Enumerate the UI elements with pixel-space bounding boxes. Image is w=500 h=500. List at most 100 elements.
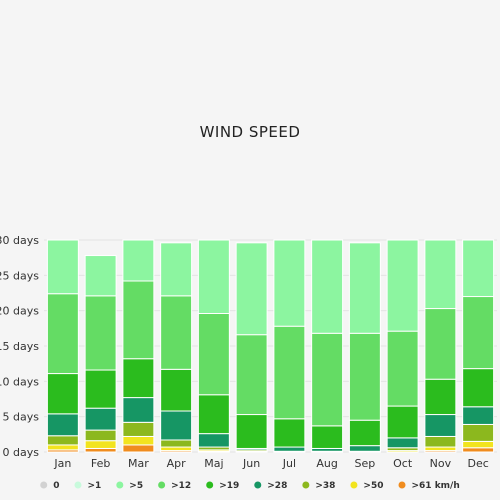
bar-segment bbox=[197, 239, 230, 314]
bar-segment bbox=[197, 433, 230, 448]
legend-swatch bbox=[40, 481, 48, 489]
grid-lines bbox=[44, 239, 497, 453]
bar-segment bbox=[348, 419, 381, 447]
bar-stacks bbox=[46, 239, 495, 453]
legend-swatch bbox=[116, 481, 124, 489]
bar-segment bbox=[122, 358, 155, 399]
bar-segment bbox=[311, 425, 344, 449]
bar-segment bbox=[386, 437, 419, 449]
bar-segment bbox=[348, 445, 381, 452]
x-tick-label: Oct bbox=[393, 457, 413, 470]
bar-segment bbox=[84, 295, 117, 371]
legend-item[interactable]: >28 bbox=[254, 481, 287, 491]
bar-segment bbox=[122, 397, 155, 423]
x-tick-label: Maj bbox=[204, 457, 223, 470]
y-axis-ticks: 0 days 5 days 10 days 15 days 20 days 25 days… bbox=[0, 234, 39, 459]
bar-segment bbox=[235, 334, 268, 416]
bar-segment bbox=[462, 368, 495, 408]
bar-segment bbox=[46, 444, 79, 451]
bar-segment bbox=[386, 239, 419, 332]
bar-segment bbox=[424, 414, 457, 437]
bar-stack-oct bbox=[386, 239, 419, 453]
x-tick-label: Aug bbox=[316, 457, 337, 470]
legend-item[interactable]: >19 bbox=[206, 481, 239, 491]
bar-stack-aug bbox=[311, 239, 344, 453]
legend-swatch bbox=[302, 481, 310, 489]
bar-segment bbox=[122, 280, 155, 360]
x-tick-label: Dec bbox=[467, 457, 488, 470]
y-tick-label: 15 days bbox=[0, 340, 39, 353]
legend: 0 >1 >5 >12 >19 >28 >38 >50 >61 km/h bbox=[40, 481, 460, 491]
bar-stack-mar bbox=[122, 239, 155, 453]
bar-segment bbox=[160, 410, 193, 441]
bar-segment bbox=[424, 239, 457, 310]
bar-stack-maj bbox=[197, 239, 230, 453]
bar-segment bbox=[273, 239, 306, 327]
y-tick-label: 10 days bbox=[0, 375, 39, 388]
legend-item[interactable]: >12 bbox=[158, 481, 191, 491]
legend-label: >1 bbox=[87, 481, 101, 491]
bar-segment bbox=[386, 405, 419, 439]
bar-segment bbox=[160, 242, 193, 297]
y-tick-label: 0 days bbox=[3, 446, 40, 459]
legend-label: >38 bbox=[315, 481, 335, 491]
bar-segment bbox=[273, 418, 306, 448]
bar-segment bbox=[160, 295, 193, 370]
legend-item[interactable]: >1 bbox=[74, 481, 101, 491]
legend-label: >5 bbox=[129, 481, 143, 491]
bar-segment bbox=[46, 373, 79, 415]
bar-segment bbox=[84, 429, 117, 442]
legend-item[interactable]: >5 bbox=[116, 481, 143, 491]
bar-segment bbox=[462, 239, 495, 298]
bar-segment bbox=[84, 447, 117, 453]
x-tick-label: Nov bbox=[430, 457, 452, 470]
y-tick-label: 5 days bbox=[3, 411, 40, 424]
bar-segment bbox=[386, 330, 419, 407]
bar-segment bbox=[46, 293, 79, 375]
legend-swatch bbox=[398, 481, 406, 489]
legend-swatch bbox=[158, 481, 166, 489]
bar-segment bbox=[424, 446, 457, 452]
bar-stack-jan bbox=[46, 239, 79, 453]
legend-swatch bbox=[206, 481, 214, 489]
bar-segment bbox=[273, 446, 306, 452]
bar-segment bbox=[46, 239, 79, 295]
x-tick-label: Jan bbox=[53, 457, 71, 470]
bar-segment bbox=[462, 440, 495, 449]
bar-segment bbox=[348, 332, 381, 421]
legend-item[interactable]: >50 bbox=[350, 481, 384, 491]
chart-title: WIND SPEED bbox=[200, 123, 301, 141]
bar-stack-feb bbox=[84, 255, 117, 453]
x-axis-ticks: Jan Feb Mar Apr Maj Jun Jul Aug Sep Oct Nov Dec bbox=[53, 457, 488, 470]
x-tick-label: Mar bbox=[128, 457, 149, 470]
bar-segment bbox=[424, 435, 457, 448]
legend-swatch bbox=[350, 481, 358, 489]
bar-stack-jun bbox=[235, 242, 268, 453]
bar-segment bbox=[424, 308, 457, 380]
legend-label: 0 bbox=[53, 481, 59, 491]
legend-label: >61 km/h bbox=[412, 481, 460, 491]
bar-stack-dec bbox=[462, 239, 495, 453]
bar-segment bbox=[311, 332, 344, 427]
x-tick-label: Jun bbox=[242, 457, 260, 470]
legend-label: >50 bbox=[363, 481, 383, 491]
y-tick-label: 30 days bbox=[0, 234, 39, 247]
bar-segment bbox=[122, 421, 155, 437]
legend-item[interactable]: 0 bbox=[40, 481, 59, 491]
bar-segment bbox=[462, 406, 495, 425]
bar-segment bbox=[84, 369, 117, 409]
legend-item[interactable]: >38 bbox=[302, 481, 335, 491]
bar-segment bbox=[462, 423, 495, 442]
bar-segment bbox=[160, 446, 193, 452]
bar-segment bbox=[160, 439, 193, 448]
legend-label: >12 bbox=[171, 481, 191, 491]
legend-label: >28 bbox=[267, 481, 287, 491]
x-tick-label: Apr bbox=[167, 457, 187, 470]
x-tick-label: Sep bbox=[355, 457, 376, 470]
bar-segment bbox=[311, 239, 344, 334]
bar-segment bbox=[122, 239, 155, 282]
bar-segment bbox=[462, 447, 495, 453]
x-tick-label: Jul bbox=[282, 457, 296, 470]
legend-item[interactable]: >61 km/h bbox=[398, 481, 460, 491]
